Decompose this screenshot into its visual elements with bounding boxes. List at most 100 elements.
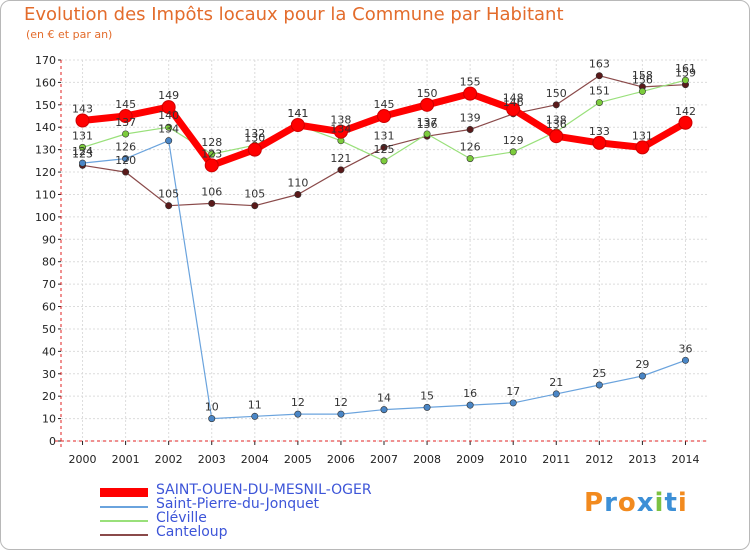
y-tick-label: 120 (35, 166, 56, 179)
data-point (165, 137, 173, 145)
data-point (380, 143, 388, 151)
data-label: 138 (330, 114, 351, 127)
data-label: 36 (678, 342, 692, 355)
y-tick-label: 70 (42, 278, 56, 291)
data-label: 130 (244, 132, 265, 145)
data-label: 123 (201, 147, 222, 160)
data-label: 131 (72, 129, 93, 142)
data-point (251, 202, 259, 210)
data-point (208, 199, 216, 207)
x-tick-label: 2004 (241, 453, 269, 466)
data-point (290, 117, 305, 132)
legend-label: Cléville (156, 510, 207, 526)
data-point (333, 124, 348, 139)
x-tick-label: 2007 (370, 453, 398, 466)
data-point (595, 99, 603, 107)
chart-title: Evolution des Impôts locaux pour la Comm… (24, 4, 564, 25)
data-label: 161 (675, 62, 696, 75)
data-point (208, 150, 216, 158)
x-tick-label: 2001 (112, 453, 140, 466)
data-point (208, 415, 216, 423)
y-tick-label: 160 (35, 76, 56, 89)
data-label: 136 (546, 118, 567, 131)
data-point (509, 399, 517, 407)
data-label: 150 (417, 87, 438, 100)
data-point (509, 148, 517, 156)
data-label: 145 (374, 98, 395, 111)
legend-swatch (100, 534, 148, 536)
data-label: 126 (460, 141, 481, 154)
data-label: 136 (417, 118, 438, 131)
y-tick-label: 150 (35, 99, 56, 112)
y-tick-label: 110 (35, 188, 56, 201)
data-point (377, 109, 391, 124)
data-label: 12 (291, 396, 305, 409)
data-point (118, 109, 133, 124)
y-tick-label: 170 (35, 54, 56, 67)
data-label: 131 (632, 129, 653, 142)
brand-letter: x (636, 488, 655, 518)
data-label: 10 (205, 401, 219, 414)
y-tick-label: 0 (49, 435, 56, 448)
data-label: 131 (374, 129, 395, 142)
y-tick-label: 50 (42, 323, 56, 336)
data-label: 137 (417, 116, 438, 129)
data-point (204, 158, 219, 173)
proxiti-logo: Proxiti (584, 488, 688, 518)
data-label: 128 (201, 136, 222, 149)
brand-letter: t (664, 488, 678, 518)
data-point (595, 72, 603, 80)
x-tick-label: 2002 (155, 453, 183, 466)
y-tick-label: 130 (35, 144, 56, 157)
legend-swatch (100, 520, 148, 522)
x-tick-label: 2003 (198, 453, 226, 466)
brand-letter: r (604, 488, 618, 518)
x-tick-label: 2006 (327, 453, 355, 466)
data-point (420, 97, 435, 112)
data-point (294, 190, 302, 198)
data-point (122, 130, 130, 138)
data-point (638, 372, 646, 380)
data-point (79, 143, 87, 151)
data-label: 141 (287, 107, 308, 120)
data-label: 125 (374, 143, 395, 156)
data-point (337, 410, 345, 418)
data-label: 138 (546, 114, 567, 127)
data-label: 140 (158, 109, 179, 122)
data-point (251, 412, 259, 420)
data-label: 139 (460, 111, 481, 124)
data-point (463, 86, 478, 101)
data-point (294, 410, 302, 418)
data-point (552, 101, 560, 109)
y-tick-label: 40 (42, 345, 56, 358)
x-tick-label: 2011 (542, 453, 570, 466)
brand-letter: i (677, 488, 688, 518)
data-label: 14 (377, 392, 391, 405)
data-point (122, 168, 130, 176)
data-point (549, 129, 564, 144)
data-label: 134 (158, 123, 179, 136)
data-label: 25 (592, 367, 606, 380)
data-point (466, 155, 474, 163)
data-label: 15 (420, 389, 434, 402)
data-label: 141 (287, 107, 308, 120)
y-tick-label: 140 (35, 121, 56, 134)
data-label: 134 (330, 123, 351, 136)
data-label: 132 (244, 127, 265, 140)
data-label: 105 (158, 188, 179, 201)
x-tick-label: 2008 (413, 453, 441, 466)
data-label: 133 (589, 125, 610, 138)
data-label: 126 (115, 141, 136, 154)
data-point (681, 76, 689, 84)
data-label: 129 (503, 134, 524, 147)
data-label: 106 (201, 185, 222, 198)
y-tick-label: 60 (42, 301, 56, 314)
data-point (681, 356, 689, 364)
y-tick-label: 80 (42, 256, 56, 269)
data-label: 158 (632, 69, 653, 82)
data-point (595, 381, 603, 389)
data-label: 110 (287, 176, 308, 189)
data-point (247, 142, 262, 157)
data-label: 159 (675, 67, 696, 80)
